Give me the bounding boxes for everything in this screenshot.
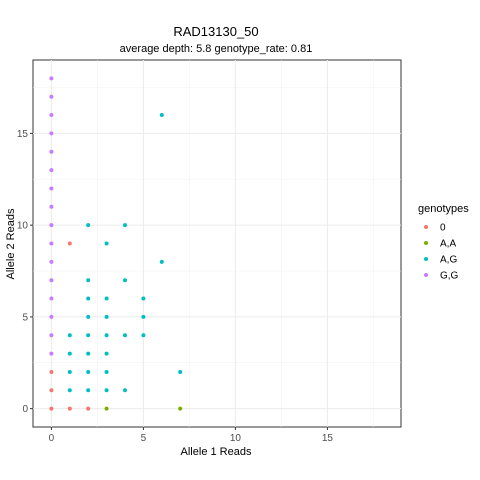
- y-tick-label: 10: [17, 221, 29, 232]
- data-point: [123, 388, 127, 393]
- data-point: [141, 333, 146, 338]
- y-tick-label: 5: [22, 312, 28, 323]
- data-point: [49, 278, 54, 283]
- data-point: [86, 388, 91, 393]
- y-axis-title: Allele 2 Reads: [5, 208, 17, 279]
- data-point: [123, 278, 127, 283]
- data-point: [104, 314, 109, 319]
- x-tick-label: 15: [322, 433, 334, 444]
- y-tick-label: 15: [17, 129, 29, 140]
- plot-panel: [32, 59, 402, 428]
- data-point: [49, 186, 54, 191]
- data-point: [86, 314, 91, 319]
- data-point: [67, 333, 72, 338]
- data-point: [49, 149, 54, 154]
- chart-subtitle: average depth: 5.8 genotype_rate: 0.81: [120, 43, 313, 55]
- data-point: [67, 351, 72, 356]
- chart-title: RAD13130_50: [173, 24, 258, 39]
- data-point: [86, 369, 91, 374]
- legend: 0 A,A A,G G,G: [424, 223, 459, 282]
- x-tick-label: 10: [230, 433, 242, 444]
- axis-ticks: 0 5 10 15 0 5 10 15: [17, 129, 334, 444]
- data-point: [49, 113, 54, 118]
- data-point: [104, 369, 109, 374]
- x-axis-title: Allele 1 Reads: [181, 446, 252, 458]
- data-point: [86, 351, 91, 356]
- legend-label: A,G: [440, 255, 457, 266]
- legend-key: [424, 257, 428, 261]
- data-point: [178, 406, 183, 411]
- data-point: [86, 223, 91, 228]
- data-point: [159, 259, 164, 264]
- data-point: [123, 223, 127, 228]
- data-point: [104, 351, 109, 356]
- legend-key: [424, 273, 428, 277]
- data-point: [49, 131, 54, 136]
- data-point: [49, 351, 54, 356]
- data-point: [67, 406, 72, 411]
- legend-key: [424, 225, 428, 229]
- data-points: [49, 76, 183, 411]
- data-point: [49, 369, 54, 374]
- data-point: [104, 241, 109, 246]
- data-point: [49, 333, 54, 338]
- data-point: [104, 388, 109, 393]
- data-point: [67, 369, 72, 374]
- data-point: [159, 113, 164, 118]
- data-point: [49, 241, 54, 246]
- data-point: [49, 76, 54, 81]
- data-point: [49, 168, 54, 173]
- data-point: [86, 333, 91, 338]
- data-point: [178, 369, 183, 374]
- data-point: [141, 296, 146, 301]
- data-point: [49, 223, 54, 228]
- data-point: [49, 259, 54, 264]
- data-point: [49, 406, 54, 411]
- data-point: [49, 388, 54, 393]
- data-point: [104, 333, 109, 338]
- data-point: [86, 296, 91, 301]
- data-point: [67, 388, 72, 393]
- data-point: [86, 406, 91, 411]
- data-point: [67, 241, 72, 246]
- data-point: [86, 278, 91, 283]
- x-tick-label: 0: [49, 433, 55, 444]
- legend-label: 0: [440, 223, 446, 234]
- data-point: [141, 314, 146, 319]
- data-point: [104, 406, 109, 411]
- data-point: [104, 296, 109, 301]
- legend-label: A,A: [440, 239, 456, 250]
- x-tick-label: 5: [141, 433, 147, 444]
- legend-label: G,G: [440, 271, 459, 282]
- legend-key: [424, 241, 428, 245]
- data-point: [49, 296, 54, 301]
- data-point: [49, 204, 54, 209]
- y-tick-label: 0: [22, 404, 28, 415]
- data-point: [123, 333, 127, 338]
- data-point: [49, 314, 54, 319]
- data-point: [49, 94, 54, 99]
- legend-title: genotypes: [418, 203, 469, 215]
